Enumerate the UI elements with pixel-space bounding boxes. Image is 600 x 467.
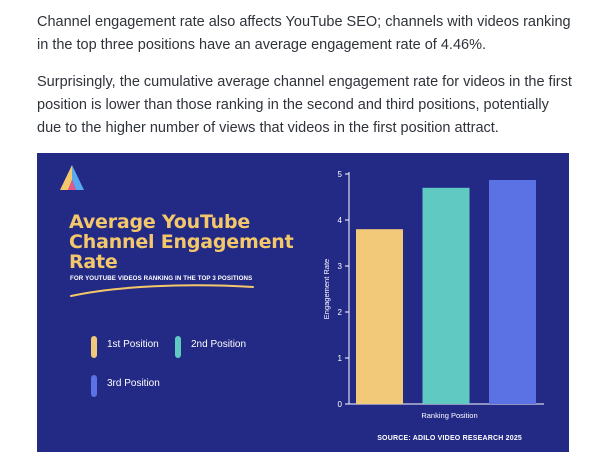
bar-1 [356,229,403,404]
legend-item-1st: 1st Position [91,336,159,358]
legend-swatch-3rd [91,375,97,397]
title-line-3: Rate [69,251,118,273]
y-tick-label: 3 [338,262,343,271]
y-tick-label: 1 [338,354,343,363]
engagement-infographic: Average YouTube Channel Engagement Rate … [37,153,569,452]
source-note: SOURCE: ADILO VIDEO RESEARCH 2025 [377,435,522,442]
bar-2 [422,187,470,404]
legend-label-3rd: 3rd Position [107,377,160,389]
underline-swoosh [70,284,254,297]
article-paragraph-1: Channel engagement rate also affects You… [37,14,571,53]
y-tick-label: 2 [338,308,343,317]
legend-label-2nd: 2nd Position [191,338,247,350]
title-line-1: Average YouTube [69,211,251,233]
y-tick-group: 0 1 2 3 4 5 [338,170,349,409]
legend-swatch-1st [91,336,97,358]
article-paragraph-2: Surprisingly, the cumulative average cha… [37,74,572,136]
y-tick-label: 4 [338,216,343,225]
infographic-title: Average YouTube Channel Engagement Rate [69,212,309,272]
y-tick-label: 0 [338,400,343,409]
y-tick-label: 5 [338,170,343,179]
legend-item-2nd: 2nd Position [175,336,246,358]
title-line-2: Channel Engagement [69,231,294,253]
adilo-logo-icon [60,165,84,190]
infographic-subtitle: FOR YOUTUBE VIDEOS RANKING IN THE TOP 3 … [70,275,253,282]
engagement-bar-chart: 0 1 2 3 4 5 Engagement Rate Ranking Position [322,170,544,420]
legend-item-3rd: 3rd Position [91,375,160,397]
legend-swatch-2nd [175,336,181,358]
x-axis-label: Ranking Position [421,411,477,420]
bar-3 [489,179,536,404]
y-axis-label: Engagement Rate [322,259,331,319]
bar-group [356,179,536,404]
legend-label-1st: 1st Position [107,338,159,350]
